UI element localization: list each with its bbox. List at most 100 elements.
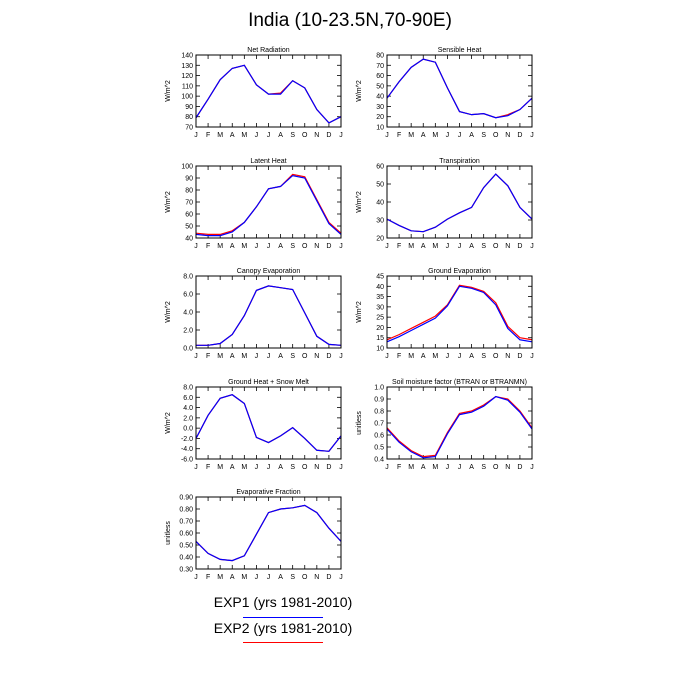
x-tick-label: J	[267, 353, 271, 360]
y-tick-label: 15	[376, 335, 384, 342]
y-tick-label: 25	[376, 315, 384, 322]
x-tick-label: F	[397, 464, 401, 471]
chart-panel: Canopy Evaporation W/m^2 0.0 2.0 4.0 6.0 8.0 J F…	[165, 268, 343, 360]
x-tick-label: O	[493, 464, 499, 471]
y-tick-label: 80	[185, 188, 193, 195]
x-tick-label: J	[385, 243, 389, 250]
x-tick-label: J	[194, 353, 198, 360]
x-tick-label: M	[432, 353, 438, 360]
x-tick-label: D	[326, 574, 331, 581]
x-tick-label: N	[314, 243, 319, 250]
x-tick-label: N	[314, 132, 319, 139]
y-tick-label: 0.9	[374, 397, 384, 404]
x-tick-label: A	[230, 464, 235, 471]
x-tick-label: J	[530, 464, 534, 471]
x-tick-label: N	[314, 353, 319, 360]
legend-line-exp2	[243, 642, 323, 643]
x-tick-label: M	[408, 353, 414, 360]
y-tick-label: 1.0	[374, 385, 384, 392]
x-tick-label: D	[326, 243, 331, 250]
y-tick-label: 0.7	[374, 421, 384, 428]
x-tick-label: J	[339, 574, 343, 581]
x-tick-label: J	[194, 574, 198, 581]
x-tick-label: A	[469, 464, 474, 471]
x-tick-label: O	[493, 353, 499, 360]
y-tick-label: 20	[376, 236, 384, 243]
y-tick-label: 60	[185, 212, 193, 219]
x-tick-label: A	[230, 132, 235, 139]
y-tick-label: 20	[376, 325, 384, 332]
x-tick-label: F	[206, 243, 210, 250]
x-tick-label: J	[458, 353, 462, 360]
x-tick-label: J	[339, 464, 343, 471]
x-tick-label: M	[432, 243, 438, 250]
x-tick-label: M	[241, 132, 247, 139]
x-tick-label: M	[432, 132, 438, 139]
y-tick-label: -4.0	[181, 446, 193, 453]
y-tick-label: 50	[376, 83, 384, 90]
y-tick-label: 40	[185, 236, 193, 243]
y-tick-label: 0.30	[179, 567, 193, 574]
chart-panel: Evaporative Fraction unitless 0.30 0.40 0.50…	[165, 489, 343, 581]
x-tick-label: D	[326, 353, 331, 360]
x-tick-label: O	[302, 574, 308, 581]
x-tick-label: J	[339, 243, 343, 250]
x-tick-label: M	[241, 243, 247, 250]
x-tick-label: A	[421, 243, 426, 250]
x-tick-label: J	[446, 243, 450, 250]
x-tick-label: J	[255, 464, 259, 471]
y-tick-label: 0.0	[183, 346, 193, 353]
y-axis-label: W/m^2	[356, 191, 363, 213]
chart-title: Latent Heat	[250, 158, 286, 165]
y-tick-label: 0.70	[179, 519, 193, 526]
y-tick-label: 35	[376, 294, 384, 301]
chart-title: Net Radiation	[247, 47, 290, 54]
y-tick-label: 0.4	[374, 457, 384, 464]
y-tick-label: 130	[181, 63, 193, 70]
chart-panel: Ground Heat + Snow Melt W/m^2 -6.0 -4.0 -2.0…	[165, 379, 343, 471]
y-tick-label: 0.5	[374, 445, 384, 452]
x-tick-label: M	[217, 464, 223, 471]
x-tick-label: A	[469, 132, 474, 139]
x-tick-label: A	[230, 243, 235, 250]
x-tick-label: J	[339, 132, 343, 139]
figure-title: India (10-23.5N,70-90E)	[248, 10, 452, 31]
y-tick-label: 90	[185, 176, 193, 183]
x-tick-label: J	[530, 243, 534, 250]
x-tick-label: J	[339, 353, 343, 360]
y-axis-label: W/m^2	[165, 412, 172, 434]
x-tick-label: S	[290, 574, 295, 581]
x-tick-label: J	[446, 132, 450, 139]
x-tick-label: O	[302, 464, 308, 471]
x-tick-label: A	[421, 353, 426, 360]
y-tick-label: 50	[185, 224, 193, 231]
x-tick-label: F	[206, 353, 210, 360]
series-line-exp1	[195, 394, 342, 452]
plot-frame	[386, 54, 533, 128]
y-tick-label: 80	[376, 53, 384, 60]
x-tick-label: J	[267, 574, 271, 581]
series-line-exp1	[386, 285, 533, 343]
y-tick-label: 30	[376, 304, 384, 311]
x-tick-label: M	[217, 132, 223, 139]
y-tick-label: 0.8	[374, 409, 384, 416]
y-tick-label: 70	[185, 200, 193, 207]
x-tick-label: O	[302, 243, 308, 250]
y-tick-label: 110	[182, 83, 193, 90]
y-tick-label: 4.0	[183, 310, 193, 317]
x-tick-label: N	[314, 574, 319, 581]
y-tick-label: 70	[376, 63, 384, 70]
y-tick-label: 10	[376, 346, 384, 353]
plot-frame	[195, 386, 342, 460]
x-tick-label: A	[230, 574, 235, 581]
x-tick-label: M	[408, 243, 414, 250]
x-tick-label: O	[493, 132, 499, 139]
chart-panel: Net Radiation W/m^2 70 80 90 100 110 120 130 140 J…	[165, 47, 343, 139]
x-tick-label: N	[505, 464, 510, 471]
x-tick-label: A	[230, 353, 235, 360]
x-tick-label: M	[241, 464, 247, 471]
x-tick-label: N	[505, 132, 510, 139]
x-tick-label: O	[302, 132, 308, 139]
